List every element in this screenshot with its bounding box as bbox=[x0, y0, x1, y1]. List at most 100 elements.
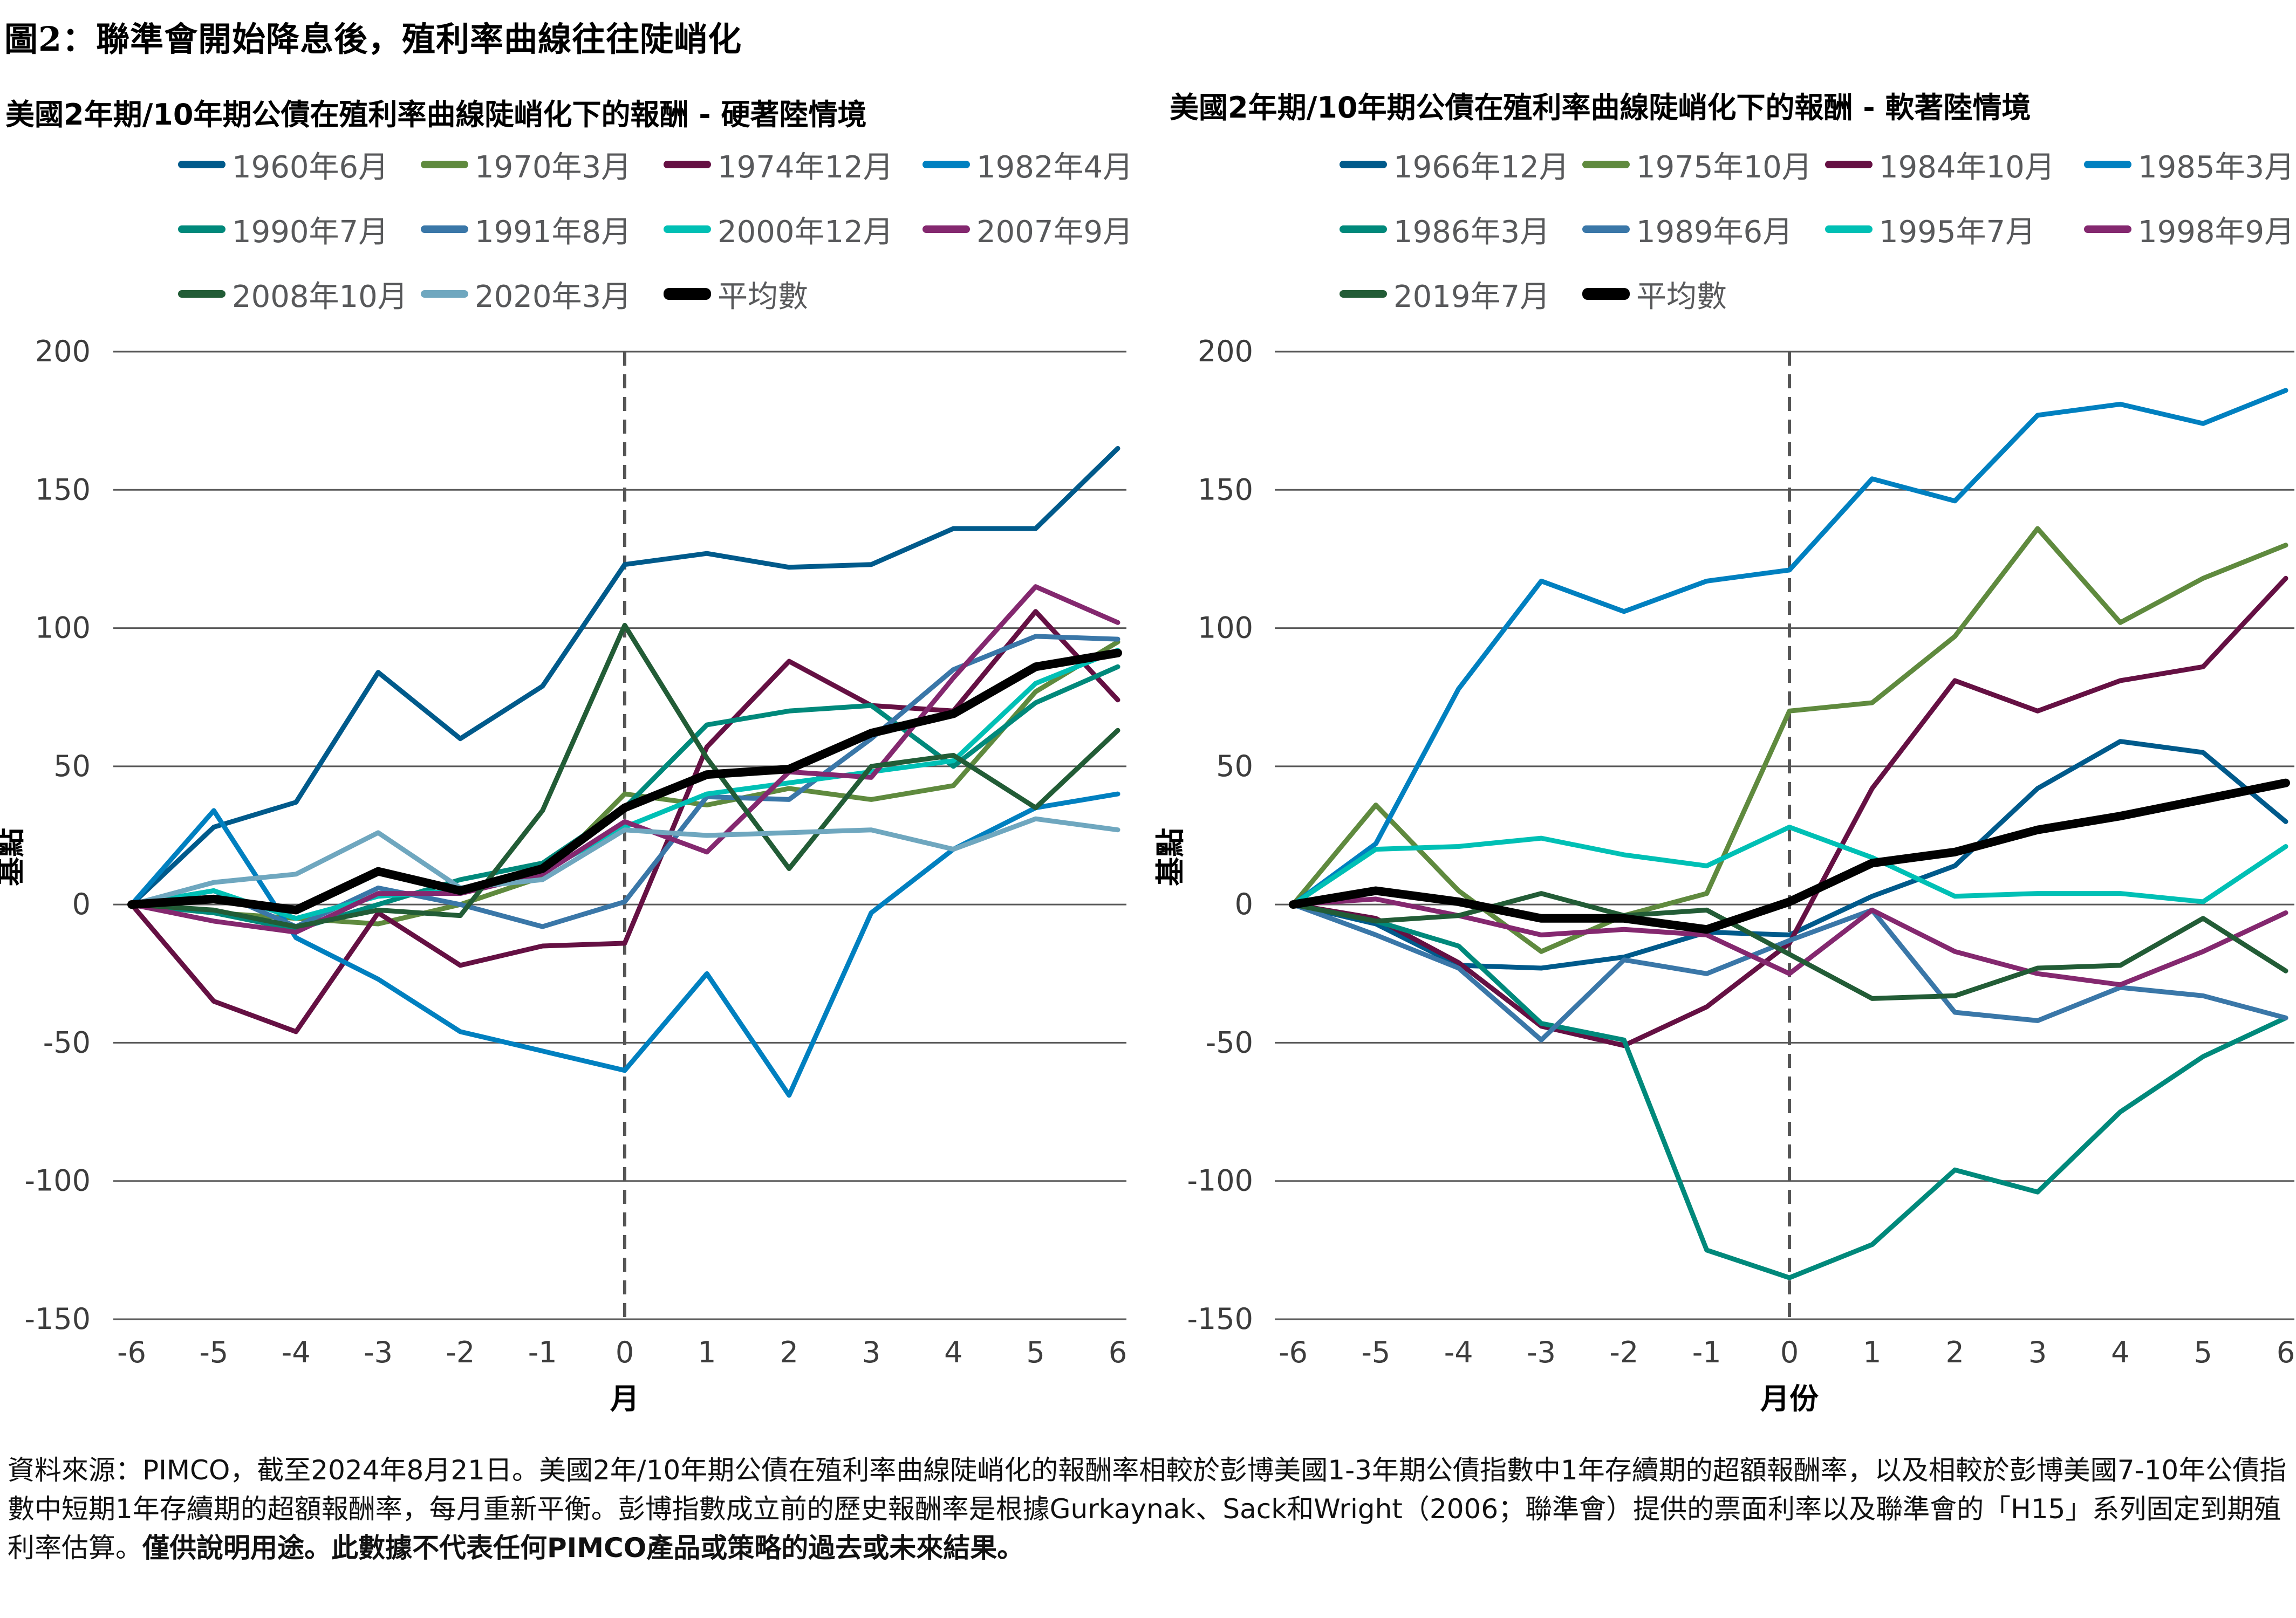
legend-item: 1991年8月 bbox=[421, 202, 631, 256]
legend-label: 1998年9月 bbox=[2138, 214, 2295, 250]
legend-item: 2000年12月 bbox=[664, 202, 893, 256]
legend-swatch bbox=[421, 290, 468, 298]
legend-swatch bbox=[2084, 225, 2131, 233]
legend-swatch bbox=[922, 161, 970, 168]
chart-title: 美國2年期/10年期公債在殖利率曲線陡峭化下的報酬 - 軟著陸情境 bbox=[1170, 91, 2031, 125]
legend-label: 1970年3月 bbox=[475, 149, 632, 185]
x-tick-label: -4 bbox=[1444, 1335, 1473, 1369]
y-tick-label: -150 bbox=[1187, 1302, 1253, 1336]
legend-label: 2000年12月 bbox=[718, 214, 893, 250]
legend-item: 平均數 bbox=[664, 267, 808, 321]
x-tick-label: 1 bbox=[1863, 1335, 1881, 1369]
x-tick-label: 0 bbox=[1780, 1335, 1799, 1369]
legend-label: 1989年6月 bbox=[1636, 214, 1793, 250]
legend-item: 1970年3月 bbox=[421, 138, 631, 191]
chart-panel-soft-landing: 美國2年期/10年期公債在殖利率曲線陡峭化下的報酬 - 軟著陸情境 1966年1… bbox=[1148, 81, 2296, 1429]
legend-item: 1960年6月 bbox=[178, 138, 388, 191]
series-line-1986年3月 bbox=[1290, 902, 2288, 1280]
legend-swatch bbox=[1582, 288, 1630, 300]
legend-label: 1984年10月 bbox=[1879, 149, 2055, 185]
legend-swatch bbox=[664, 161, 711, 168]
legend-item: 2020年3月 bbox=[421, 267, 631, 321]
series-line-1960年6月 bbox=[129, 445, 1120, 907]
y-tick-label: 0 bbox=[72, 887, 91, 921]
series-line-1995年7月 bbox=[1290, 825, 2288, 907]
legend-item: 2007年9月 bbox=[922, 202, 1133, 256]
y-tick-label: 150 bbox=[1198, 472, 1253, 506]
x-tick-label: 6 bbox=[1109, 1335, 1127, 1369]
legend-item: 平均數 bbox=[1582, 267, 1727, 321]
legend-swatch bbox=[1340, 161, 1387, 168]
x-tick-label: -1 bbox=[528, 1335, 557, 1369]
legend-label: 1966年12月 bbox=[1393, 149, 1569, 185]
chart-panel-hard-landing: 美國2年期/10年期公債在殖利率曲線陡峭化下的報酬 - 硬著陸情境 1960年6… bbox=[0, 81, 1148, 1429]
x-tick-label: -5 bbox=[199, 1335, 228, 1369]
line-chart-soft-landing: 200 150 100 50 0 -50 -100 -150 -6 -5 -4 -3 -2 -1 0 1 2 3 4… bbox=[1153, 334, 2295, 1416]
legend-item: 1975年10月 bbox=[1582, 138, 1812, 191]
x-tick-label: -3 bbox=[1527, 1335, 1556, 1369]
series-line-平均數 bbox=[1289, 778, 2290, 934]
legend-item: 2008年10月 bbox=[178, 267, 408, 321]
y-tick-label: 0 bbox=[1235, 887, 1253, 921]
legend-label: 1985年3月 bbox=[2138, 149, 2295, 185]
x-axis-title: 月份 bbox=[1760, 1382, 1819, 1416]
legend-label: 2019年7月 bbox=[1393, 279, 1550, 314]
legend-item: 1966年12月 bbox=[1340, 138, 1569, 191]
x-tick-label: 4 bbox=[2111, 1335, 2129, 1369]
x-tick-label: -2 bbox=[446, 1335, 475, 1369]
x-tick-label: 6 bbox=[2277, 1335, 2295, 1369]
y-tick-label: 100 bbox=[35, 611, 91, 645]
legend-swatch bbox=[664, 225, 711, 233]
legend-label: 1986年3月 bbox=[1393, 214, 1550, 250]
figure-title: 圖2：聯準會開始降息後，殖利率曲線往往陡峭化 bbox=[4, 19, 742, 59]
series-line-平均數 bbox=[127, 648, 1122, 915]
legend-swatch bbox=[1340, 290, 1387, 298]
y-tick-label: 200 bbox=[1198, 334, 1253, 368]
x-tick-label: 0 bbox=[616, 1335, 634, 1369]
legend-item: 1974年12月 bbox=[664, 138, 893, 191]
legend-item: 2019年7月 bbox=[1340, 267, 1550, 321]
y-tick-label: 150 bbox=[35, 472, 91, 506]
legend-item: 1990年7月 bbox=[178, 202, 388, 256]
y-tick-label: 50 bbox=[53, 749, 91, 783]
legend-label: 平均數 bbox=[718, 279, 808, 314]
series-line-1984年10月 bbox=[1290, 575, 2288, 1048]
y-axis-title: 基點 bbox=[1153, 828, 1187, 886]
y-tick-label: 50 bbox=[1216, 749, 1253, 783]
legend-label: 1960年6月 bbox=[232, 149, 389, 185]
legend-swatch bbox=[1582, 225, 1630, 233]
footnote-source-text: 資料來源：PIMCO，截至2024年8月21日。美國2年/10年期公債在殖利率曲… bbox=[8, 1455, 2287, 1564]
line-chart-hard-landing: 200 150 100 50 0 -50 -100 -150 -6 -5 -4 -3 -2 -1 0 1 2 3 4… bbox=[0, 334, 1127, 1416]
series-line-2007年9月 bbox=[129, 584, 1120, 935]
legend-swatch bbox=[178, 161, 226, 168]
x-tick-label: 2 bbox=[780, 1335, 798, 1369]
legend-item: 1989年6月 bbox=[1582, 202, 1793, 256]
x-tick-label: 5 bbox=[2194, 1335, 2212, 1369]
legend-item: 1982年4月 bbox=[922, 138, 1133, 191]
y-tick-label: 200 bbox=[35, 334, 91, 368]
legend-swatch bbox=[178, 290, 226, 298]
series-line-2008年10月 bbox=[129, 622, 1120, 929]
x-tick-label: -4 bbox=[282, 1335, 311, 1369]
chart-title: 美國2年期/10年期公債在殖利率曲線陡峭化下的報酬 - 硬著陸情境 bbox=[5, 98, 867, 132]
legend-label: 平均數 bbox=[1636, 279, 1727, 314]
legend-item: 1998年9月 bbox=[2084, 202, 2294, 256]
legend-swatch bbox=[1825, 161, 1873, 168]
x-tick-label: -6 bbox=[1279, 1335, 1308, 1369]
x-tick-label: 3 bbox=[2028, 1335, 2047, 1369]
legend-swatch bbox=[1582, 161, 1630, 168]
y-tick-label: -100 bbox=[1187, 1164, 1253, 1198]
x-tick-label: -6 bbox=[117, 1335, 146, 1369]
legend-swatch bbox=[922, 225, 970, 233]
legend-swatch bbox=[421, 161, 468, 168]
legend-swatch bbox=[1340, 225, 1387, 233]
legend-item: 1995年7月 bbox=[1825, 202, 2035, 256]
y-tick-label: -100 bbox=[24, 1164, 91, 1198]
footnote-disclaimer: 僅供說明用途。此數據不代表任何PIMCO產品或策略的過去或未來結果。 bbox=[142, 1532, 1024, 1564]
legend-label: 1991年8月 bbox=[475, 214, 632, 250]
legend-swatch bbox=[2084, 161, 2131, 168]
legend-item: 1985年3月 bbox=[2084, 138, 2294, 191]
series-line-1985年3月 bbox=[1290, 388, 2288, 907]
x-tick-label: 5 bbox=[1026, 1335, 1044, 1369]
legend-label: 1995年7月 bbox=[1879, 214, 2036, 250]
